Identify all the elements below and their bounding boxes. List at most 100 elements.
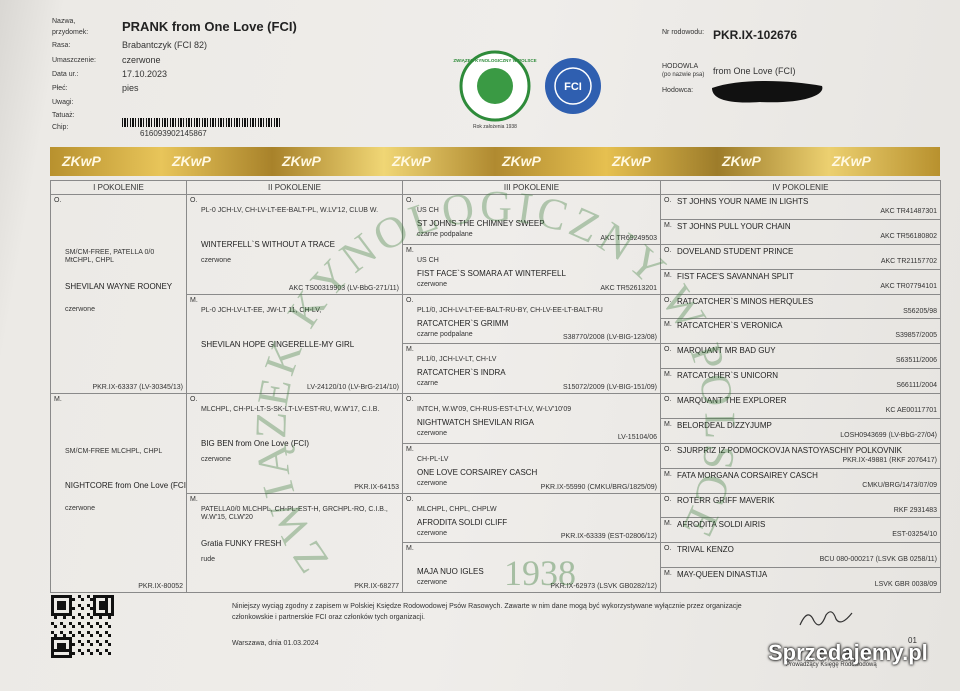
ancestor-name: AFRODITA SOLDI AIRIS: [677, 520, 766, 530]
registration: AKC TS00319903 (LV-BbG-271/11): [288, 284, 399, 292]
qr-module: [96, 640, 99, 643]
ancestor-sex: O.: [664, 346, 672, 354]
qr-module: [60, 649, 63, 652]
registration: S15072/2009 (LV-BIG-151/09): [562, 384, 657, 391]
ancestor-sex: O.: [664, 296, 672, 304]
titles: PL1/0, JCH-LV-LT, CH-LV: [417, 356, 497, 364]
titles: INTCH, W.W'09, CH-RUS-EST-LT-LV, W-LV'10…: [417, 406, 572, 413]
registration: S66111/2004: [896, 382, 937, 390]
qr-module: [93, 607, 96, 610]
hologram-text: ZKwP: [502, 153, 541, 169]
qr-module: [78, 613, 81, 616]
registration: EST-03254/10: [892, 531, 937, 539]
generation-header: III POKOLENIE: [503, 183, 560, 192]
qr-module: [57, 601, 60, 604]
qr-module: [69, 595, 72, 598]
ancestor-name: SJURPRIZ IZ PODMOCKOVJA NASTOYASCHIY POL…: [677, 445, 902, 455]
qr-module: [78, 649, 81, 652]
qr-module: [72, 625, 75, 628]
qr-module: [51, 640, 54, 643]
signatory: Prowadzący Księgę Rodowodową: [786, 662, 877, 668]
qr-module: [96, 649, 99, 652]
qr-module: [51, 649, 54, 652]
qr-module: [54, 595, 57, 598]
qr-module: [60, 601, 63, 604]
ancestor-name: MAJA NUO IGLES: [417, 567, 484, 577]
qr-module: [111, 610, 114, 613]
qr-module: [108, 595, 111, 598]
qr-module: [111, 613, 114, 616]
ancestor-sex: O.: [664, 545, 672, 553]
fci-logo-text: FCI: [564, 81, 582, 93]
ancestor-name: RATCATCHER`S VERONICA: [677, 321, 783, 331]
qr-module: [90, 616, 93, 619]
qr-module: [60, 637, 63, 640]
ancestor-name: DOVELAND STUDENT PRINCE: [677, 246, 794, 256]
qr-module: [99, 652, 102, 655]
ancestor-sex: O.: [406, 495, 414, 503]
fci-logo: [545, 58, 601, 114]
hologram-text: ZKwP: [612, 153, 651, 169]
qr-module: [81, 643, 84, 646]
generation-header: II POKOLENIE: [268, 183, 321, 192]
qr-module: [90, 643, 93, 646]
qr-module: [69, 646, 72, 649]
qr-module: [54, 625, 57, 628]
field-value: pies: [122, 83, 139, 93]
qr-module: [81, 634, 84, 637]
ancestor-name: ST JOHNS THE CHIMNEY SWEEP: [417, 219, 545, 228]
watermark-ring-text: ZWIĄZEK KYNOLOGICZNY W POLSCE: [246, 182, 741, 582]
qr-module: [60, 646, 63, 649]
qr-module: [99, 634, 102, 637]
registration: PKR.IX-80052: [138, 583, 183, 590]
ancestor-name: SHEVILAN WAYNE ROONEY: [65, 282, 173, 291]
ancestor-name: FIST FACE'S SAVANNAH SPLIT: [677, 271, 794, 281]
qr-module: [102, 613, 105, 616]
titles: PATELLA0/0 MLCHPL, CH-PL-EST-H, GRCHPL-R…: [201, 505, 388, 521]
field-label: Nazwa, przydomek:: [52, 18, 89, 36]
titles: US CH: [417, 256, 439, 264]
ancestor-name: SHEVILAN HOPE GINGERELLE-MY GIRL: [201, 339, 355, 349]
qr-module: [51, 598, 54, 601]
qr-module: [90, 652, 93, 655]
qr-module: [102, 607, 105, 610]
place-date: Warszawa, dnia 01.03.2024: [232, 640, 319, 647]
qr-module: [102, 595, 105, 598]
qr-module: [63, 613, 66, 616]
titles: CH-PL-LV: [417, 455, 449, 463]
titles: PL-0 JCH-LV, CH-LV-LT-EE-BALT-PL, W.LV'1…: [201, 207, 379, 214]
titles: PL1/0, JCH-LV-LT-EE-BALT-RU-BY, CH-LV-EE…: [417, 306, 603, 314]
qr-module: [54, 634, 57, 637]
qr-module: [63, 595, 66, 598]
qr-module: [72, 616, 75, 619]
qr-module: [51, 604, 54, 607]
qr-module: [51, 607, 54, 610]
registry-label: Nr rodowodu:: [662, 29, 705, 36]
ancestor-sex: M.: [406, 445, 414, 453]
qr-module: [99, 604, 102, 607]
qr-module: [51, 643, 54, 646]
qr-module: [57, 655, 60, 658]
titles: MLCHPL, CH-PL-LT-S-SK-LT-LV-EST-RU, W.W'…: [201, 406, 380, 413]
registration: PKR.IX-49881 (RKF 2076417): [842, 456, 937, 464]
qr-module: [57, 607, 60, 610]
qr-module: [69, 649, 72, 652]
qr-module: [99, 625, 102, 628]
ancestor-sex: M.: [190, 495, 198, 503]
qr-module: [78, 622, 81, 625]
coat-color: czarne: [417, 380, 439, 388]
qr-module: [63, 646, 66, 649]
qr-module: [60, 643, 63, 646]
ancestor-name: MARQUANT THE EXPLORER: [677, 396, 787, 405]
qr-module: [93, 610, 96, 613]
field-label: Rasa:: [52, 42, 71, 49]
ancestor-name: BIG BEN from One Love (FCI): [201, 439, 310, 448]
qr-module: [105, 613, 108, 616]
ancestor-sex: M.: [664, 470, 672, 478]
kennel-label: HODOWLA: [662, 63, 699, 70]
ancestor-sex: O.: [664, 197, 672, 204]
qr-module: [63, 607, 66, 610]
ancestor-name: ONE LOVE CORSAIREY CASCH: [417, 467, 538, 477]
qr-module: [78, 640, 81, 643]
coat-color: czerwone: [65, 306, 95, 313]
